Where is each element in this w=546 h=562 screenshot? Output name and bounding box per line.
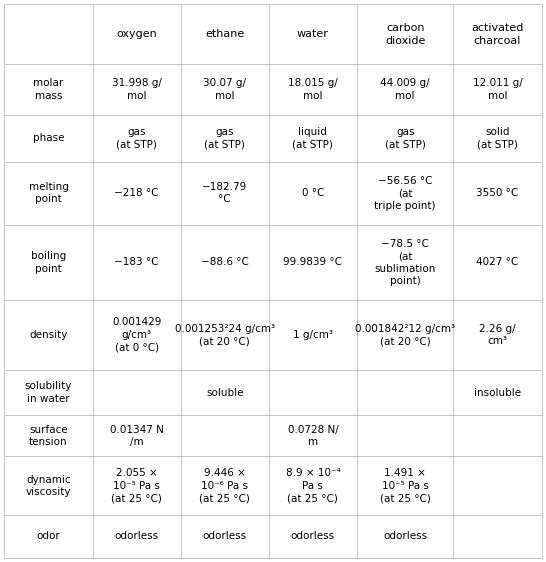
Text: gas
(at STP): gas (at STP)	[116, 127, 157, 149]
Text: 44.009 g/
mol: 44.009 g/ mol	[381, 79, 430, 101]
Text: phase: phase	[33, 133, 64, 143]
Text: insoluble: insoluble	[474, 388, 521, 397]
Text: 0.0728 N/
m: 0.0728 N/ m	[288, 425, 339, 447]
Text: odor: odor	[37, 531, 60, 541]
Text: liquid
(at STP): liquid (at STP)	[293, 127, 334, 149]
Text: odorless: odorless	[383, 531, 428, 541]
Text: 0.01347 N
/m: 0.01347 N /m	[110, 425, 164, 447]
Text: 8.9 × 10⁻⁴
Pa s
(at 25 °C): 8.9 × 10⁻⁴ Pa s (at 25 °C)	[286, 468, 340, 503]
Text: surface
tension: surface tension	[29, 425, 68, 447]
Text: solubility
in water: solubility in water	[25, 381, 72, 404]
Text: −182.79
°C: −182.79 °C	[202, 182, 247, 205]
Text: 12.011 g/
mol: 12.011 g/ mol	[473, 79, 523, 101]
Text: 18.015 g/
mol: 18.015 g/ mol	[288, 79, 338, 101]
Text: molar
mass: molar mass	[33, 79, 63, 101]
Text: −56.56 °C
(at
triple point): −56.56 °C (at triple point)	[375, 176, 436, 211]
Text: −218 °C: −218 °C	[114, 188, 159, 198]
Text: 30.07 g/
mol: 30.07 g/ mol	[203, 79, 246, 101]
Text: −78.5 °C
(at
sublimation
point): −78.5 °C (at sublimation point)	[375, 239, 436, 286]
Text: oxygen: oxygen	[116, 29, 157, 39]
Text: gas
(at STP): gas (at STP)	[204, 127, 245, 149]
Text: ethane: ethane	[205, 29, 245, 39]
Text: boiling
point: boiling point	[31, 251, 66, 274]
Text: melting
point: melting point	[28, 182, 68, 205]
Text: −88.6 °C: −88.6 °C	[201, 257, 248, 268]
Text: 9.446 ×
10⁻⁶ Pa s
(at 25 °C): 9.446 × 10⁻⁶ Pa s (at 25 °C)	[199, 468, 250, 503]
Text: 31.998 g/
mol: 31.998 g/ mol	[112, 79, 162, 101]
Text: gas
(at STP): gas (at STP)	[385, 127, 426, 149]
Text: 2.26 g/
cm³: 2.26 g/ cm³	[479, 324, 516, 346]
Text: solid
(at STP): solid (at STP)	[477, 127, 518, 149]
Text: water: water	[297, 29, 329, 39]
Text: soluble: soluble	[206, 388, 244, 397]
Text: −183 °C: −183 °C	[114, 257, 159, 268]
Text: 0.001429
g/cm³
(at 0 °C): 0.001429 g/cm³ (at 0 °C)	[112, 318, 161, 352]
Text: 99.9839 °C: 99.9839 °C	[283, 257, 342, 268]
Text: odorless: odorless	[115, 531, 159, 541]
Text: 0.001842²12 g/cm³
(at 20 °C): 0.001842²12 g/cm³ (at 20 °C)	[355, 324, 455, 346]
Text: 2.055 ×
10⁻⁵ Pa s
(at 25 °C): 2.055 × 10⁻⁵ Pa s (at 25 °C)	[111, 468, 162, 503]
Text: 0.001253²24 g/cm³
(at 20 °C): 0.001253²24 g/cm³ (at 20 °C)	[175, 324, 275, 346]
Text: 1 g/cm³: 1 g/cm³	[293, 330, 333, 340]
Text: activated
charcoal: activated charcoal	[471, 23, 524, 46]
Text: 0 °C: 0 °C	[302, 188, 324, 198]
Text: 3550 °C: 3550 °C	[477, 188, 519, 198]
Text: 1.491 ×
10⁻⁵ Pa s
(at 25 °C): 1.491 × 10⁻⁵ Pa s (at 25 °C)	[380, 468, 431, 503]
Text: carbon
dioxide: carbon dioxide	[385, 23, 425, 46]
Text: density: density	[29, 330, 68, 340]
Text: odorless: odorless	[291, 531, 335, 541]
Text: odorless: odorless	[203, 531, 247, 541]
Text: 4027 °C: 4027 °C	[477, 257, 519, 268]
Text: dynamic
viscosity: dynamic viscosity	[26, 474, 71, 497]
